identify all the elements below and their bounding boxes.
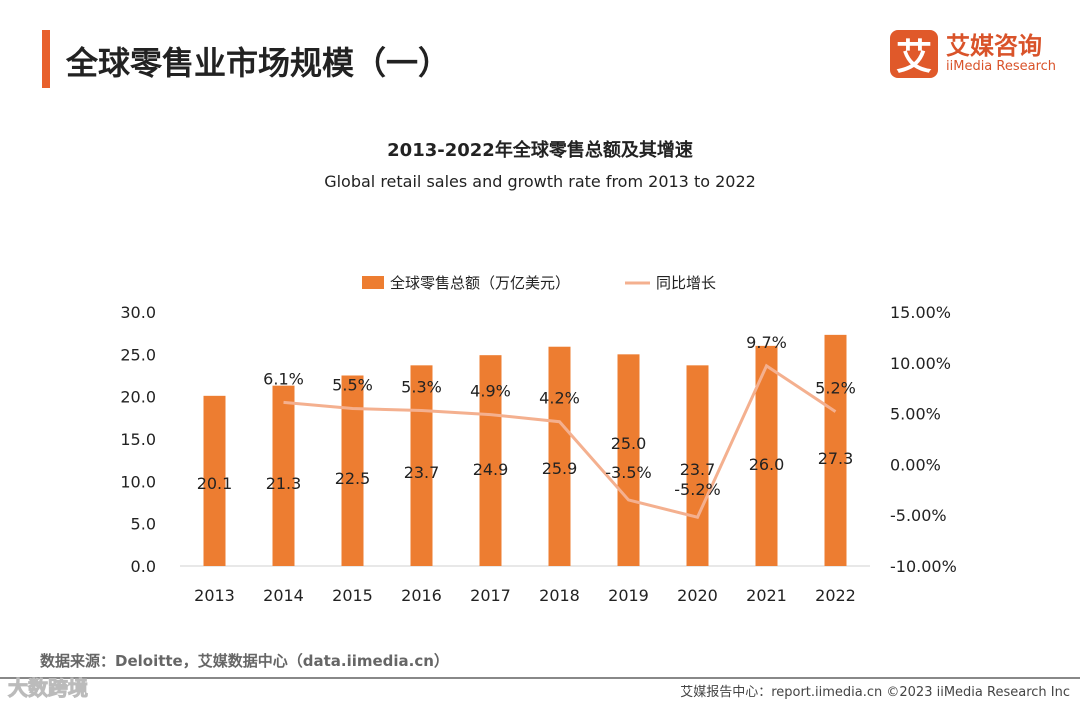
line-label: -5.2% (674, 480, 720, 499)
y-left-tick: 0.0 (131, 557, 156, 576)
y-right-tick: 5.00% (890, 405, 941, 424)
bar (548, 346, 571, 566)
logo-mark: 艾 (890, 30, 938, 78)
footer-text: 艾媒报告中心：report.iimedia.cn ©2023 iiMedia R… (680, 685, 1070, 700)
logo: 艾 艾媒咨询 iiMedia Research (890, 30, 1056, 78)
x-tick: 2016 (401, 586, 442, 605)
line-label: 4.9% (470, 382, 511, 401)
x-tick: 2022 (815, 586, 856, 605)
legend-line-label: 同比增长 (656, 274, 716, 292)
x-tick: 2019 (608, 586, 649, 605)
chart-title: 2013-2022年全球零售总额及其增速 (387, 140, 693, 161)
bar (410, 365, 433, 566)
bar-label: 21.3 (266, 474, 302, 493)
bar-label: 25.9 (542, 459, 578, 478)
x-tick: 2018 (539, 586, 580, 605)
chart-subtitle: Global retail sales and growth rate from… (324, 172, 756, 191)
growth-line (283, 363, 837, 519)
bar (341, 375, 364, 566)
bar-label: 23.7 (680, 460, 716, 479)
y-right-tick: 0.00% (890, 455, 941, 474)
y-left-tick: 10.0 (120, 472, 156, 491)
line-label: 6.1% (263, 369, 304, 388)
x-tick: 2015 (332, 586, 373, 605)
line-label: 4.2% (539, 389, 580, 408)
bar (755, 345, 778, 566)
y-right-tick: 15.00% (890, 303, 951, 322)
y-right-tick: -10.00% (890, 557, 957, 576)
line-label: 5.3% (401, 378, 442, 397)
bar-label: 22.5 (335, 469, 371, 488)
bar (272, 385, 295, 566)
y-left-tick: 20.0 (120, 388, 156, 407)
source-note: 数据来源：Deloitte，艾媒数据中心（data.iimedia.cn） (40, 652, 449, 670)
line-label: 5.5% (332, 376, 373, 395)
legend-bar-label: 全球零售总额（万亿美元） (390, 274, 570, 292)
x-tick: 2013 (194, 586, 235, 605)
chart: 0.0 5.0 10.0 15.0 20.0 25.0 30.0 -10.00% -5.00% 0… (120, 274, 957, 605)
bar-label: 26.0 (749, 455, 785, 474)
line-label: 9.7% (746, 333, 787, 352)
x-tick: 2020 (677, 586, 718, 605)
bar-label: 24.9 (473, 460, 509, 479)
y-right-tick: -5.00% (890, 506, 947, 525)
y-left-tick: 30.0 (120, 303, 156, 322)
y-left-tick: 25.0 (120, 345, 156, 364)
bar (617, 354, 640, 566)
bar-label: 23.7 (404, 463, 440, 482)
y-left-tick: 15.0 (120, 430, 156, 449)
logo-cn: 艾媒咨询 (946, 32, 1042, 60)
y-right-tick: 10.00% (890, 354, 951, 373)
x-tick: 2014 (263, 586, 304, 605)
x-tick: 2021 (746, 586, 787, 605)
watermark: 大数跨境 (8, 676, 89, 701)
y-left-tick: 5.0 (131, 515, 156, 534)
title-accent-bar (42, 30, 50, 88)
footer-divider (0, 677, 1080, 679)
logo-en: iiMedia Research (946, 59, 1057, 74)
legend-bar-swatch (362, 276, 384, 289)
bar (479, 355, 502, 566)
bar-label: 25.0 (611, 434, 647, 453)
line-label: -3.5% (605, 463, 651, 482)
page-title: 全球零售业市场规模（一） (66, 44, 451, 82)
line-label: 5.2% (815, 379, 856, 398)
x-tick: 2017 (470, 586, 511, 605)
bar (824, 334, 847, 566)
bar (203, 395, 226, 566)
bar-label: 20.1 (197, 474, 233, 493)
bar-label: 27.3 (818, 449, 854, 468)
